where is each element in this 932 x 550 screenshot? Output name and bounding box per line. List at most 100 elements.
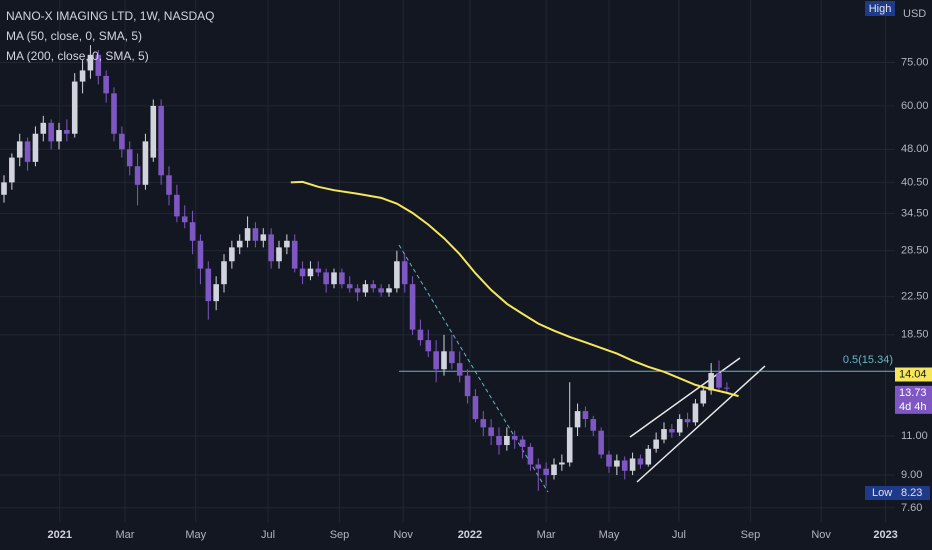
x-tick-label: Nov	[393, 529, 413, 541]
candle-body	[496, 435, 502, 446]
candle-body	[543, 468, 549, 476]
indicator-label: MA (200, close, 0, SMA, 5)	[6, 49, 149, 63]
candle-body	[551, 464, 557, 476]
low-value: 8.23	[901, 487, 922, 499]
low-label: Low	[872, 487, 892, 499]
y-tick-label: 40.50	[901, 176, 929, 188]
candle-body	[559, 462, 565, 465]
candle-body	[339, 272, 345, 285]
indicator-label: MA (50, close, 0, SMA, 5)	[6, 29, 142, 43]
candle-body	[645, 448, 652, 465]
candle-body	[480, 419, 487, 428]
candle-body	[103, 75, 109, 94]
candle-body	[582, 411, 589, 420]
candle-body	[213, 284, 219, 302]
grid	[0, 0, 895, 522]
candle-body	[504, 435, 510, 446]
fib-label: 0.5(15.34)	[843, 354, 893, 366]
candle-body	[24, 141, 31, 162]
candle-body	[244, 228, 251, 241]
x-tick-label: 2022	[458, 529, 482, 541]
candle-body	[299, 268, 306, 277]
y-tick-label: 48.00	[901, 143, 929, 155]
candle-body	[64, 130, 70, 134]
candle-body	[661, 429, 667, 440]
ma-badge	[895, 385, 932, 414]
candle-body	[488, 427, 494, 436]
candle-body	[362, 284, 369, 293]
candle-body	[158, 105, 164, 176]
low-badge	[865, 486, 930, 500]
candle-body	[32, 133, 39, 162]
candle-body	[291, 240, 298, 269]
candle-body	[307, 268, 314, 277]
candle-body	[150, 105, 157, 158]
y-tick-label: 34.50	[901, 207, 929, 219]
last-price: 14.04	[899, 368, 927, 380]
candle-body	[142, 141, 149, 185]
y-tick-label: 28.50	[901, 245, 929, 257]
x-tick-label: Sep	[330, 529, 350, 541]
candle-body	[724, 387, 730, 389]
y-tick-label: 75.00	[901, 56, 929, 68]
candle-body	[441, 351, 447, 370]
ma-line	[290, 180, 739, 398]
candle-body	[119, 133, 125, 150]
candle-body	[370, 284, 377, 289]
candle-body	[692, 403, 699, 423]
x-tick-label: Jul	[261, 529, 275, 541]
candle-body	[284, 240, 290, 248]
candle-body	[669, 429, 675, 433]
candle-body	[181, 216, 188, 223]
candle-body	[684, 419, 691, 423]
candle-body	[174, 194, 180, 217]
last-price-badge	[895, 367, 932, 382]
candle-body	[354, 288, 361, 293]
candle-body	[535, 464, 542, 469]
candle-body	[417, 329, 424, 341]
candle-body	[56, 130, 62, 142]
candle-body	[708, 373, 714, 391]
candle-body	[87, 54, 94, 71]
candle-body	[315, 268, 322, 273]
candle-body	[323, 272, 329, 285]
candle-body	[456, 363, 463, 376]
trend-line	[398, 244, 549, 493]
candle-body	[1, 182, 7, 195]
candle-body	[425, 340, 432, 352]
candles	[1, 45, 895, 491]
candle-body	[166, 175, 172, 195]
candle-body	[205, 268, 212, 302]
candle-body	[331, 272, 337, 285]
chart-title: NANO-X IMAGING LTD, 1W, NASDAQ	[6, 9, 214, 23]
channel-lower	[636, 365, 766, 483]
x-tick-label: 2021	[48, 529, 72, 541]
candle-body	[511, 435, 518, 440]
candle-body	[527, 446, 534, 465]
time-axis	[0, 522, 932, 550]
currency-label: USD	[903, 8, 926, 20]
x-tick-label: Mar	[116, 529, 135, 541]
candle-body	[221, 261, 227, 285]
candle-body	[229, 247, 235, 262]
candle-body	[95, 54, 102, 76]
y-tick-label: 11.00	[901, 430, 928, 442]
candle-body	[189, 222, 196, 241]
candle-body	[126, 149, 133, 167]
candle-body	[449, 351, 455, 364]
candle-body	[472, 396, 479, 420]
candle-body	[260, 234, 267, 241]
candle-body	[700, 390, 707, 404]
candle-body	[394, 261, 400, 289]
candle-body	[409, 284, 416, 330]
countdown: 4d 4h	[899, 401, 927, 413]
candle-body	[401, 261, 408, 285]
candle-body	[637, 458, 644, 465]
candle-body	[566, 427, 573, 463]
candle-body	[378, 288, 384, 293]
candle-body	[197, 240, 204, 269]
candle-body	[574, 411, 581, 428]
candle-body	[9, 157, 15, 183]
